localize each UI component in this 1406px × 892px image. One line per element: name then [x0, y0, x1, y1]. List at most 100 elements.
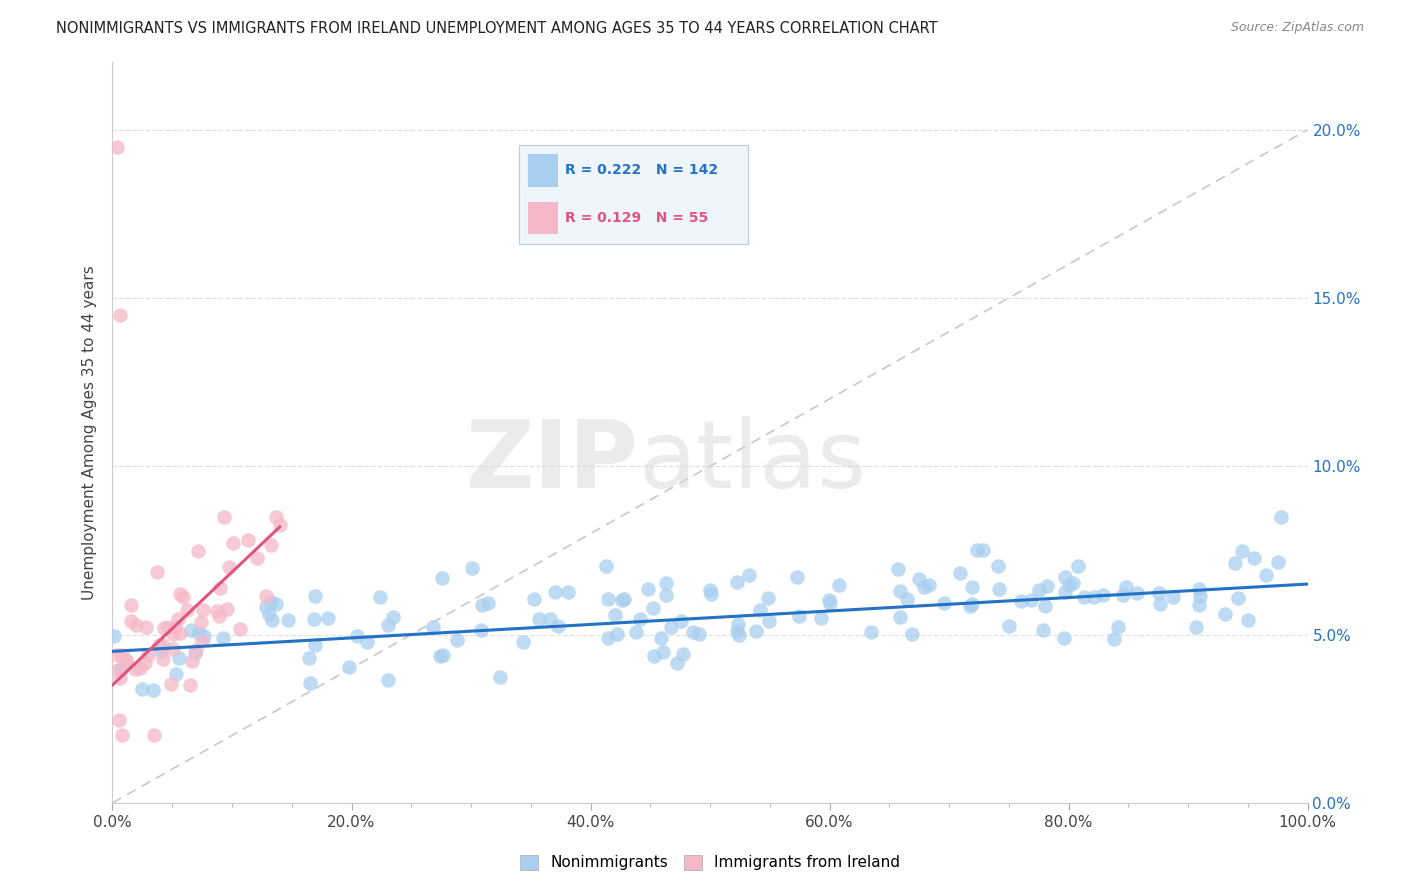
Point — [1254, 567, 1277, 582]
Point — [184, 643, 207, 657]
Point — [1147, 586, 1170, 600]
Point — [187, 626, 209, 640]
Point — [229, 622, 252, 636]
Point — [700, 587, 723, 601]
Point — [960, 580, 983, 594]
Point — [1083, 591, 1105, 605]
Point — [1102, 632, 1125, 646]
Point — [125, 617, 148, 632]
Point — [254, 589, 277, 603]
Point — [422, 620, 444, 634]
Point — [135, 620, 157, 634]
Point — [377, 617, 399, 632]
Point — [191, 603, 214, 617]
Point — [887, 562, 910, 576]
Point — [136, 648, 159, 662]
Point — [1053, 585, 1076, 599]
Point — [538, 612, 561, 626]
Point — [163, 620, 186, 634]
Point — [190, 615, 212, 629]
Point — [889, 583, 911, 598]
Point — [166, 612, 188, 626]
Point — [162, 641, 184, 656]
Point — [745, 624, 768, 639]
Point — [160, 676, 183, 690]
Point — [626, 625, 648, 640]
Point — [257, 607, 280, 621]
Point — [129, 660, 152, 674]
Point — [432, 571, 454, 585]
Point — [1053, 570, 1076, 584]
Point — [277, 613, 299, 627]
Point — [145, 565, 167, 579]
Point — [215, 602, 238, 616]
Point — [460, 560, 482, 574]
Point — [259, 538, 281, 552]
Point — [489, 670, 512, 684]
Point — [738, 567, 761, 582]
Point — [1237, 613, 1260, 627]
Point — [131, 682, 153, 697]
Point — [356, 635, 378, 649]
Point — [603, 608, 626, 623]
Point — [264, 509, 287, 524]
Point — [1188, 589, 1211, 603]
Point — [1033, 599, 1056, 613]
Point — [184, 646, 207, 660]
Point — [725, 575, 748, 590]
Point — [208, 581, 231, 595]
Point — [557, 585, 579, 599]
Point — [368, 590, 391, 604]
Point — [337, 660, 360, 674]
Point — [1062, 575, 1084, 590]
Point — [254, 600, 277, 615]
Point — [652, 645, 675, 659]
Point — [191, 634, 214, 648]
Text: R = 0.129   N = 55: R = 0.129 N = 55 — [565, 211, 709, 225]
Point — [665, 656, 688, 670]
FancyBboxPatch shape — [529, 153, 558, 186]
Point — [655, 588, 678, 602]
Point — [699, 582, 721, 597]
Point — [316, 610, 339, 624]
Point — [477, 597, 499, 611]
Point — [134, 656, 156, 670]
Point — [299, 675, 322, 690]
Point — [1161, 591, 1184, 605]
Point — [727, 616, 749, 631]
Point — [1184, 620, 1206, 634]
Point — [1019, 593, 1042, 607]
Text: NONIMMIGRANTS VS IMMIGRANTS FROM IRELAND UNEMPLOYMENT AMONG AGES 35 TO 44 YEARS : NONIMMIGRANTS VS IMMIGRANTS FROM IRELAND… — [56, 21, 938, 36]
Point — [1091, 587, 1114, 601]
Point — [179, 678, 201, 692]
Point — [152, 621, 174, 635]
Point — [1223, 556, 1246, 570]
Point — [167, 650, 190, 665]
Point — [124, 662, 146, 676]
Point — [260, 613, 283, 627]
Point — [512, 635, 534, 649]
Point — [912, 580, 935, 594]
Point — [180, 623, 202, 637]
Point — [1067, 559, 1090, 574]
Point — [1243, 550, 1265, 565]
Point — [606, 627, 628, 641]
Point — [758, 614, 780, 628]
Point — [470, 623, 492, 637]
Point — [105, 139, 128, 153]
Point — [110, 729, 132, 743]
Point — [1149, 597, 1171, 611]
Point — [143, 729, 166, 743]
Point — [1267, 555, 1289, 569]
Point — [598, 631, 620, 645]
Point — [641, 601, 664, 615]
Point — [987, 559, 1010, 574]
Point — [205, 603, 228, 617]
Point — [789, 608, 811, 623]
Point — [523, 592, 546, 607]
Point — [595, 559, 617, 574]
Point — [748, 603, 770, 617]
Point — [1107, 620, 1129, 634]
Point — [120, 599, 142, 613]
Point — [786, 570, 808, 584]
